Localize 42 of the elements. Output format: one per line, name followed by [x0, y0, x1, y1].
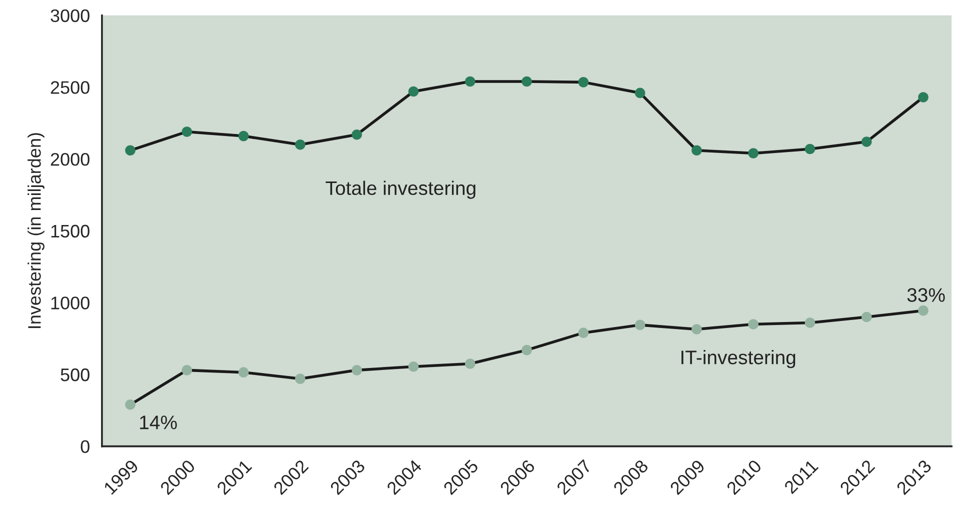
point [692, 324, 702, 334]
point [352, 365, 362, 376]
y-tick-label: 3000 [50, 9, 90, 22]
point [578, 328, 589, 338]
point [634, 88, 646, 98]
y-tick-label: 2500 [50, 81, 90, 94]
point [578, 77, 589, 88]
point [408, 86, 419, 97]
point [182, 126, 192, 137]
y-tick-label: 0 [80, 440, 90, 454]
point [748, 148, 758, 158]
point [918, 92, 928, 102]
annotation: Totale investering [326, 180, 476, 199]
point [692, 145, 702, 156]
y-tick-label: 2000 [50, 152, 90, 166]
annotation: 33% [907, 288, 945, 302]
point [464, 76, 476, 87]
point [861, 136, 872, 147]
point [861, 312, 872, 322]
point [522, 344, 532, 356]
point [125, 400, 136, 410]
y-tick-label: 500 [60, 368, 90, 382]
y-axis-title: Investering (in miljarden) [28, 133, 44, 328]
point [352, 129, 362, 140]
point [804, 318, 816, 328]
annotation: 14% [140, 416, 177, 430]
annotation: IT-investering [681, 350, 796, 368]
point [125, 145, 136, 156]
point [238, 367, 249, 378]
point [634, 320, 646, 330]
y-tick-label: 1500 [51, 224, 90, 238]
point [295, 140, 306, 150]
point [238, 130, 249, 142]
point [464, 358, 476, 369]
point [295, 374, 306, 384]
point [522, 76, 532, 87]
y-tick-label: 1000 [51, 296, 90, 310]
point [748, 319, 758, 330]
point [408, 361, 419, 372]
point [918, 305, 928, 316]
point [804, 144, 816, 154]
point [182, 365, 192, 376]
